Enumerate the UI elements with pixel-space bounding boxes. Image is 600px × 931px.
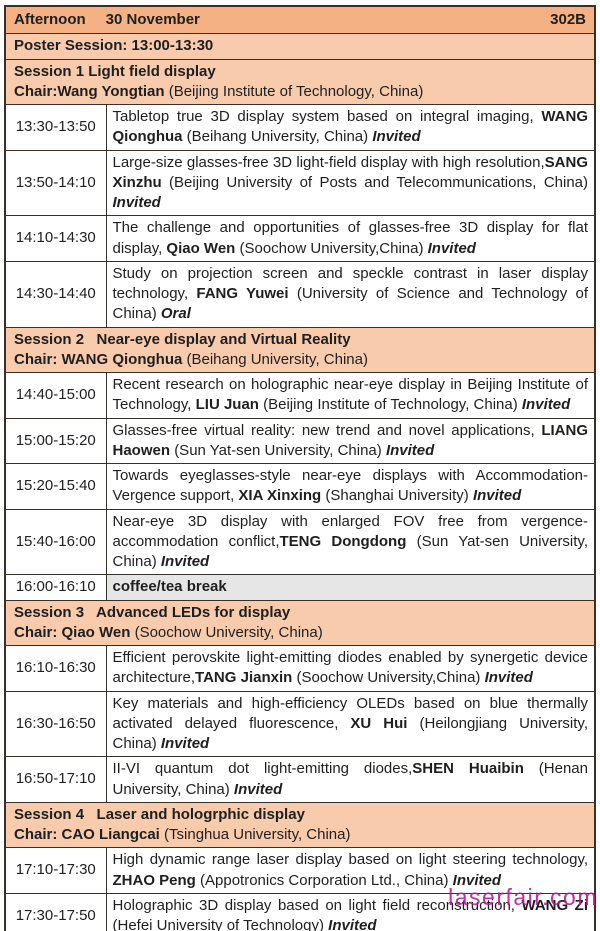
poster-session-row: Poster Session: 13:00-13:30 (4, 33, 596, 60)
time-slot: 17:10-17:30 (4, 847, 107, 894)
talk-row: 13:50-14:10 Large-size glasses-free 3D li… (4, 149, 596, 217)
session-title: Session 2 Near-eye display and Virtual R… (14, 330, 351, 348)
talk-row: 16:10-16:30 Efficient perovskite light-em… (4, 645, 596, 692)
session-chair: Chair: CAO Liangcai (Tsinghua University… (14, 826, 351, 843)
talk-description: Study on projection screen and speckle c… (105, 260, 596, 328)
time-slot: 14:40-15:00 (4, 372, 107, 419)
session-row: Session 2 Near-eye display and Virtual R… (4, 326, 596, 373)
room-label: 302B (550, 11, 586, 28)
session-row: Session 4 Laser and hologrphic display Ch… (4, 801, 596, 849)
talk-description: Glasses-free virtual reality: new trend … (105, 417, 596, 464)
session-row: Session 1 Light field display Chair:Wang … (4, 58, 596, 105)
talk-row: 16:30-16:50 Key materials and high-effici… (4, 690, 596, 758)
talk-row: 14:30-14:40 Study on projection screen an… (4, 260, 596, 328)
talk-description: Towards eyeglasses-style near-eye displa… (105, 463, 596, 510)
break-label: coffee/tea break (105, 574, 596, 601)
time-slot: 14:30-14:40 (4, 260, 107, 328)
time-slot: 14:10-14:30 (4, 215, 107, 262)
header-left: Afternoon 30 November (14, 10, 200, 30)
time-slot: 16:30-16:50 (4, 690, 107, 758)
talk-description: II-VI quantum dot light-emitting diodes,… (105, 756, 596, 803)
date-label: 30 November (105, 11, 200, 28)
program-table: Afternoon 30 November 302B Poster Session… (4, 5, 596, 931)
talk-description: Key materials and high-efficiency OLEDs … (105, 690, 596, 758)
talk-row: 16:50-17:10 II-VI quantum dot light-emitt… (4, 756, 596, 803)
session-chair: Chair: WANG Qionghua (Beihang University… (14, 350, 368, 368)
session-title: Session 4 Laser and hologrphic display (14, 805, 305, 823)
talk-row: 13:30-13:50 Tabletop true 3D display syst… (4, 104, 596, 151)
time-slot: 16:50-17:10 (4, 756, 107, 803)
talk-row: 14:10-14:30 The challenge and opportuniti… (4, 215, 596, 262)
talk-description: Holographic 3D display based on light fi… (105, 892, 596, 931)
talk-row: 17:30-17:50 Holographic 3D display based … (4, 892, 596, 931)
talk-row: 15:40-16:00 Near-eye 3D display with enla… (4, 508, 596, 576)
talk-description: Near-eye 3D display with enlarged FOV fr… (105, 508, 596, 576)
time-slot: 17:30-17:50 (4, 892, 107, 931)
time-slot: 16:10-16:30 (4, 645, 107, 692)
talk-row: 14:40-15:00 Recent research on holographi… (4, 372, 596, 419)
session-title: Session 1 Light field display (14, 62, 216, 80)
poster-session-label: Poster Session: 13:00-13:30 (4, 33, 596, 60)
session-row: Session 3 Advanced LEDs for display Chair… (4, 599, 596, 646)
talk-description: Efficient perovskite light-emitting diod… (105, 645, 596, 692)
period-label: Afternoon (14, 11, 86, 28)
time-slot: 15:40-16:00 (4, 508, 107, 576)
session-chair: Chair:Wang Yongtian (Beijing Institute o… (14, 82, 424, 100)
talk-description: Tabletop true 3D display system based on… (105, 104, 596, 151)
talk-description: The challenge and opportunities of glass… (105, 215, 596, 262)
session-title: Session 3 Advanced LEDs for display (14, 603, 291, 621)
talk-row: 15:00-15:20 Glasses-free virtual reality:… (4, 417, 596, 464)
session-chair: Chair: Qiao Wen (Soochow University, Chi… (14, 623, 323, 641)
talk-description: Recent research on holographic near-eye … (105, 372, 596, 419)
talk-row: 17:10-17:30 High dynamic range laser disp… (4, 847, 596, 894)
talk-description: Large-size glasses-free 3D light-field d… (105, 149, 596, 217)
time-slot: 13:30-13:50 (4, 104, 107, 151)
time-slot: 15:20-15:40 (4, 463, 107, 510)
table-header-row: Afternoon 30 November 302B (4, 5, 596, 35)
break-row: 16:00-16:10 coffee/tea break (4, 574, 596, 601)
time-slot: 15:00-15:20 (4, 417, 107, 464)
time-slot: 16:00-16:10 (4, 574, 107, 601)
talk-row: 15:20-15:40 Towards eyeglasses-style near… (4, 463, 596, 510)
talk-description: High dynamic range laser display based o… (105, 847, 596, 894)
time-slot: 13:50-14:10 (4, 149, 107, 217)
